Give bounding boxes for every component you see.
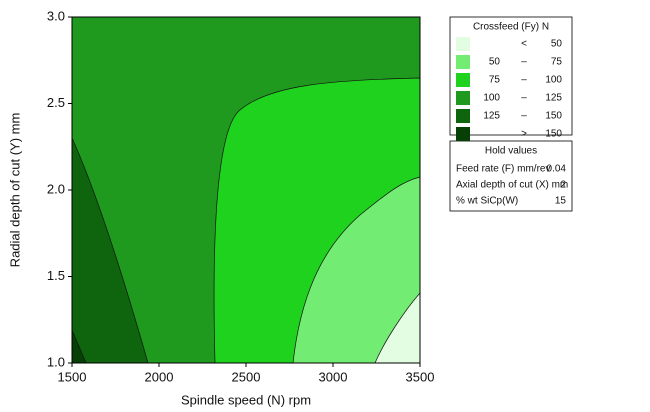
legend-sep: –: [521, 75, 527, 86]
legend-low: 75: [489, 75, 501, 86]
y-tick-label: 2.5: [47, 95, 65, 110]
y-axis-label: Radial depth of cut (Y) mm: [7, 113, 22, 268]
hold-value: 2: [560, 180, 566, 191]
x-tick-label: 2000: [145, 369, 174, 384]
legend-box: [449, 16, 573, 136]
legend-swatch: [456, 109, 470, 123]
legend-high: 75: [551, 57, 563, 68]
legend-high: 150: [545, 129, 562, 140]
x-axis-label: Spindle speed (N) rpm: [181, 392, 311, 407]
contour-region: [71, 137, 149, 364]
x-tick-label: 1500: [58, 369, 87, 384]
legend-high: 50: [551, 39, 563, 50]
x-tick-label: 3000: [319, 369, 348, 384]
legend-sep: –: [521, 57, 527, 68]
legend-low: 50: [489, 57, 501, 68]
legend-swatch: [456, 127, 470, 141]
legend-low: 125: [483, 111, 500, 122]
y-tick-label: 2.0: [47, 181, 65, 196]
contour-region: [292, 176, 421, 364]
x-tick-label: 2500: [232, 369, 261, 384]
hold-label: Feed rate (F) mm/rev: [456, 164, 550, 175]
y-tick-label: 1.0: [47, 354, 65, 369]
hold-value: 15: [555, 196, 567, 207]
x-tick-label: 3500: [406, 369, 435, 384]
legend-swatch: [456, 91, 470, 105]
legend-low: 100: [483, 93, 500, 104]
legend-swatch: [456, 55, 470, 69]
hold-title: Hold values: [485, 146, 537, 157]
legend-sep: –: [521, 111, 527, 122]
hold-box: [449, 140, 573, 212]
legend-title: Crossfeed (Fy) N: [473, 22, 549, 33]
legend-high: 150: [545, 111, 562, 122]
legend-sep: –: [521, 93, 527, 104]
hold-label: % wt SiCp(W): [456, 196, 518, 207]
legend-high: 125: [545, 93, 562, 104]
hold-label: Axial depth of cut (X) mm: [456, 180, 568, 191]
y-tick-label: 3.0: [47, 8, 65, 23]
legend-sep: <: [521, 39, 527, 50]
y-tick-label: 1.5: [47, 268, 65, 283]
legend-swatch: [456, 37, 470, 51]
legend-sep: >: [521, 129, 527, 140]
legend-high: 100: [545, 75, 562, 86]
hold-value: 0.04: [547, 164, 567, 175]
legend-swatch: [456, 73, 470, 87]
